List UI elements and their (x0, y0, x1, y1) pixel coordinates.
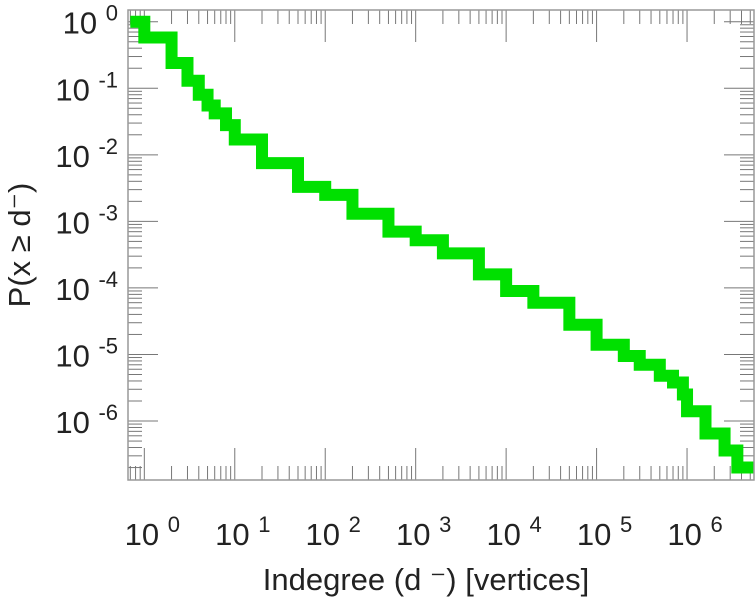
x-tick-label: 10 3 (396, 512, 451, 552)
tick-labels: 10 0 10 1 10 2 10 3 10 4 10 5 10 6 10 0 10 -1 10 … (55, 1, 722, 552)
y-tick-label: 10 -4 (55, 267, 118, 307)
plot-frame (127, 9, 755, 481)
y-axis-label: P(x ≥ d⁻) (2, 183, 37, 308)
y-tick-label: 10 -2 (55, 134, 118, 174)
x-axis-label: Indegree (d ⁻) [vertices] (263, 562, 590, 597)
y-tick-label: 10 -5 (55, 333, 118, 373)
y-tick-label: 10 -3 (55, 200, 118, 240)
y-tick-label: 10 -1 (55, 67, 118, 107)
x-tick-label: 10 2 (306, 512, 361, 552)
axis-ticks (128, 10, 754, 480)
x-tick-label: 10 4 (486, 512, 541, 552)
x-tick-label: 10 5 (577, 512, 632, 552)
y-tick-label: 10 -6 (55, 400, 118, 440)
y-tick-label: 10 0 (63, 1, 118, 41)
x-tick-label: 10 0 (125, 512, 180, 552)
x-tick-label: 10 1 (215, 512, 270, 552)
series-line-ccdf (130, 15, 755, 474)
x-tick-label: 10 6 (667, 512, 722, 552)
